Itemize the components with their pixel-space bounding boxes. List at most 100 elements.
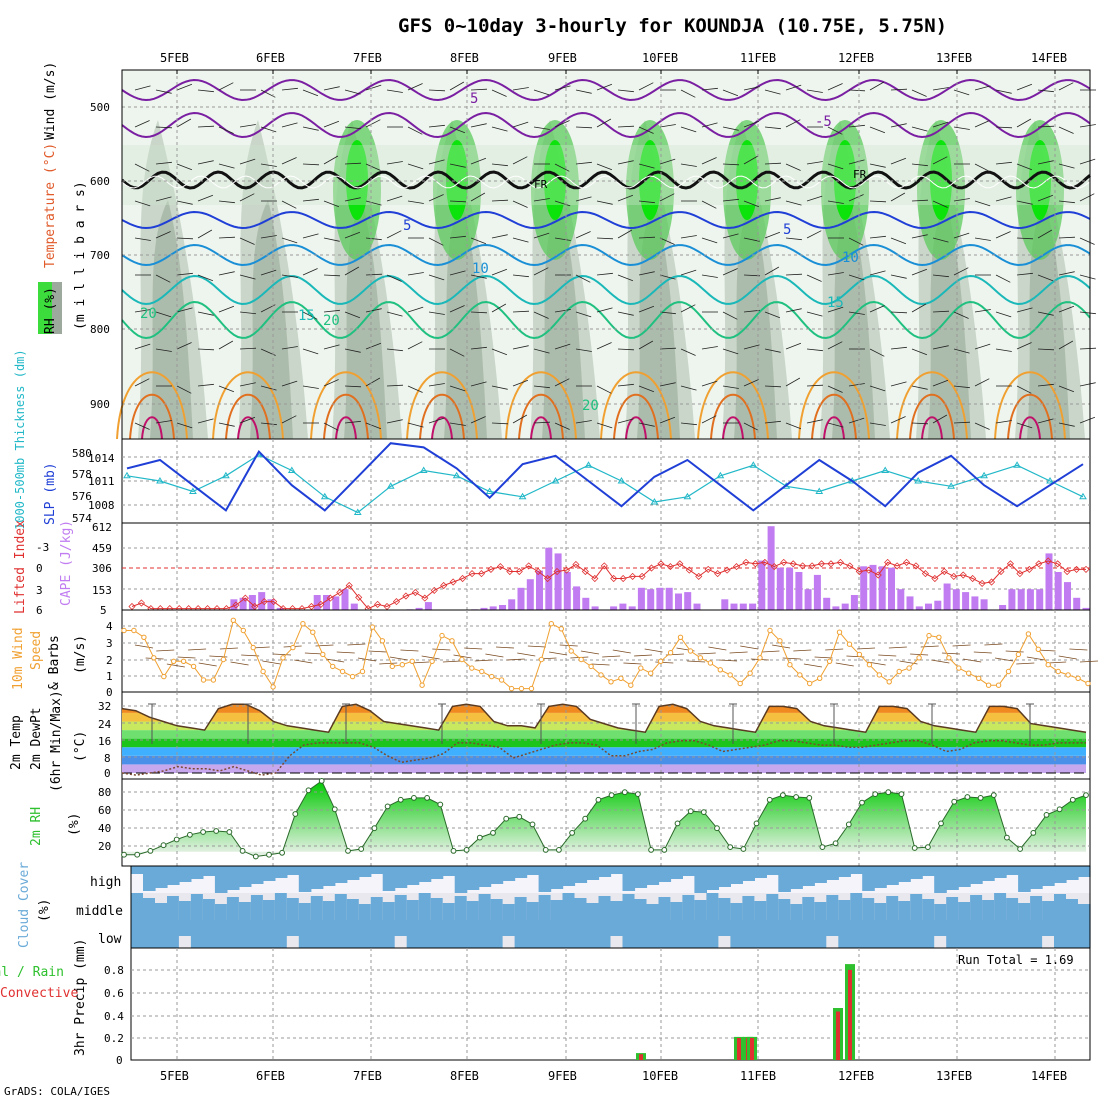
surface-wind-barbs [134, 643, 1099, 668]
rh-peak-zone [736, 140, 758, 220]
cloud-low-cell [550, 920, 564, 948]
wind-barb [1058, 82, 1074, 91]
wind-speed-point [479, 668, 485, 675]
rh-point [450, 848, 457, 854]
cloud-high-cell [202, 866, 216, 876]
surface-wind-barb [623, 662, 642, 665]
wind-barb [869, 163, 886, 168]
wind-speed-point [608, 679, 614, 685]
cape-bar [804, 589, 812, 610]
cloud-high-cell [143, 866, 156, 891]
wind-barb [134, 343, 151, 350]
wind-barb [890, 381, 907, 387]
rh-point [397, 796, 404, 803]
cloud-high-cell [982, 866, 995, 881]
wind-barb [680, 163, 697, 167]
wind-speed-point [290, 644, 296, 651]
wind-speed-point [787, 662, 793, 668]
wind-barb [932, 379, 949, 387]
surface-wind-barb [687, 660, 706, 663]
wind-barb [428, 159, 445, 165]
wind-barb [260, 235, 277, 239]
rh-legend-swatch [38, 282, 52, 334]
cape-bar [545, 547, 553, 610]
wind-barb [869, 235, 886, 239]
cloud-middle-cell [538, 895, 552, 920]
temp-label-2: 2m DewPt [29, 707, 44, 770]
temperature-contour [823, 416, 845, 440]
lifted-index-point [572, 560, 580, 569]
wind-barb [722, 163, 740, 166]
wind-barb [1079, 237, 1095, 245]
temperature-contour [518, 394, 564, 440]
rh-point [621, 789, 628, 796]
thickness-point [287, 466, 296, 473]
surface-wind-barb [474, 659, 493, 662]
cloud-low-cell [646, 920, 660, 948]
cloud-low-gap [718, 936, 731, 948]
cloud-high-cell [1042, 866, 1055, 886]
wind-barb [848, 124, 865, 128]
rh-point [925, 844, 931, 850]
temperature-contour [121, 210, 1091, 230]
wind-barb [449, 163, 466, 168]
precip-tick: 0.4 [104, 1010, 124, 1023]
lifted-index-point [789, 560, 797, 568]
cape-bar [860, 566, 868, 610]
cloud-middle-cell [706, 893, 719, 920]
surface-wind-barb [230, 661, 249, 666]
wind-speed-point [707, 660, 714, 666]
cloud-high-cell [478, 866, 492, 887]
lifted-index-point [137, 599, 146, 607]
cloud-high-cell [658, 866, 672, 882]
date-label: 10FEB [642, 1069, 678, 1083]
wind-speed-point [826, 658, 833, 664]
surface-wind-barb [952, 644, 971, 647]
wind-barb [281, 415, 297, 424]
pressure-tick: 500 [90, 101, 110, 114]
rh-area [124, 780, 1086, 857]
cape-bar [313, 595, 321, 610]
rh-point [516, 813, 523, 820]
cloud-low-cell [238, 920, 252, 948]
wind-barb [239, 382, 256, 387]
wind-barb [638, 271, 655, 276]
wind-barb [638, 82, 654, 91]
rh-point [556, 847, 562, 853]
rh-point [331, 806, 338, 813]
wind-barb [680, 126, 697, 133]
slp-tick: 1008 [88, 499, 115, 512]
wind-barb [1016, 83, 1033, 91]
wind-barb [890, 274, 907, 279]
thickness-point [123, 471, 131, 479]
date-label: 8FEB [450, 51, 479, 65]
precip-label-3: 3hr Precip (mm) [73, 939, 88, 1056]
cape-bar [323, 595, 330, 610]
thickness-point [320, 492, 329, 500]
rh-point [411, 795, 417, 801]
wind-barb [554, 309, 571, 313]
wind-barb [806, 384, 824, 387]
surface-wind-barb [156, 649, 175, 652]
wind-barb [239, 311, 256, 315]
temperature-contour [722, 416, 744, 440]
wind-barb [911, 303, 927, 313]
wind-barb [1079, 382, 1096, 387]
cloud-middle-cell [310, 896, 324, 920]
wind-barb [428, 89, 446, 92]
wind-barb [764, 348, 781, 353]
wind-barb [344, 231, 361, 239]
wind-barb [1079, 193, 1095, 202]
wind-barb [701, 380, 718, 387]
wind-barb [218, 385, 235, 393]
wind-barb [323, 379, 339, 387]
temperature-contour [625, 416, 647, 440]
cloud-middle-cell [406, 900, 420, 920]
rh-point [318, 778, 325, 784]
cloud-middle-cell [730, 903, 743, 920]
wind-barb [638, 385, 655, 393]
thickness-point [518, 492, 527, 500]
cloud-high-cell [718, 866, 731, 887]
surface-wind-barb [485, 653, 504, 658]
lifted-index-point [817, 560, 826, 568]
